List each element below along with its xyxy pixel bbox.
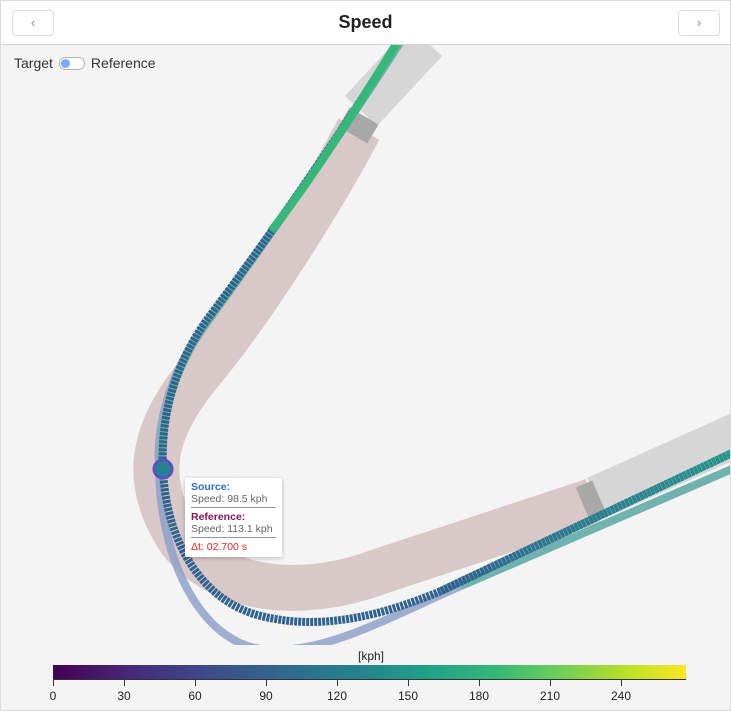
- colorbar-tick-label: 30: [117, 689, 131, 703]
- toggle-label-target: Target: [14, 55, 53, 71]
- colorbar-tick: [550, 680, 551, 686]
- track-outside-top: [344, 45, 443, 126]
- colorbar-tick: [266, 680, 267, 686]
- colorbar-tick-label: 240: [610, 689, 632, 703]
- tooltip-source-speed: Speed: 98.5 kph: [191, 493, 268, 505]
- reference-line-right: [459, 465, 730, 590]
- colorbar-unit: [kph]: [357, 649, 384, 663]
- toggle-switch[interactable]: [58, 56, 85, 70]
- colorbar-tick-label: 60: [188, 689, 202, 703]
- colorbar-tick: [53, 680, 54, 686]
- source-line-right: [439, 449, 730, 595]
- panel-title: Speed: [338, 12, 393, 32]
- toggle-knob: [60, 58, 70, 68]
- colorbar-tick-label: 120: [326, 689, 348, 703]
- track-map[interactable]: [1, 45, 730, 645]
- tooltip-delta-time: Δt: 02.700 s: [191, 541, 248, 553]
- colorbar-tick-label: 210: [539, 689, 561, 703]
- tooltip-divider: [191, 507, 276, 508]
- cursor-marker[interactable]: [152, 458, 174, 480]
- tooltip-source-heading: Source:: [191, 481, 231, 493]
- colorbar-tick: [479, 680, 480, 686]
- colorbar-tick: [124, 680, 125, 686]
- tooltip-reference-heading: Reference:: [191, 511, 246, 523]
- colorbar-tick: [195, 680, 196, 686]
- colorbar-tick-label: 0: [49, 689, 57, 703]
- previous-button[interactable]: ‹: [12, 10, 54, 36]
- colorbar-tick-label: 180: [468, 689, 490, 703]
- colorbar-tick: [621, 680, 622, 686]
- tooltip-reference-speed: Speed: 113.1 kph: [191, 523, 273, 535]
- colorbar-tick-label: 90: [259, 689, 273, 703]
- source-line-top: [267, 45, 401, 234]
- hover-tooltip: Source: Speed: 98.5 kph Reference: Speed…: [185, 478, 282, 557]
- next-button[interactable]: ›: [678, 10, 720, 36]
- colorbar: [53, 665, 686, 680]
- chevron-left-icon: ‹: [30, 15, 36, 30]
- toggle-label-reference: Reference: [90, 55, 156, 71]
- colorbar-tick: [408, 680, 409, 686]
- track-outside-right: [587, 413, 730, 519]
- chevron-right-icon: ›: [696, 15, 702, 30]
- colorbar-tick: [337, 680, 338, 686]
- panel-header: Speed ‹ ›: [1, 1, 730, 45]
- colorbar-tick-label: 150: [397, 689, 419, 703]
- tooltip-divider: [191, 537, 276, 538]
- target-reference-toggle: Target Reference: [14, 54, 156, 72]
